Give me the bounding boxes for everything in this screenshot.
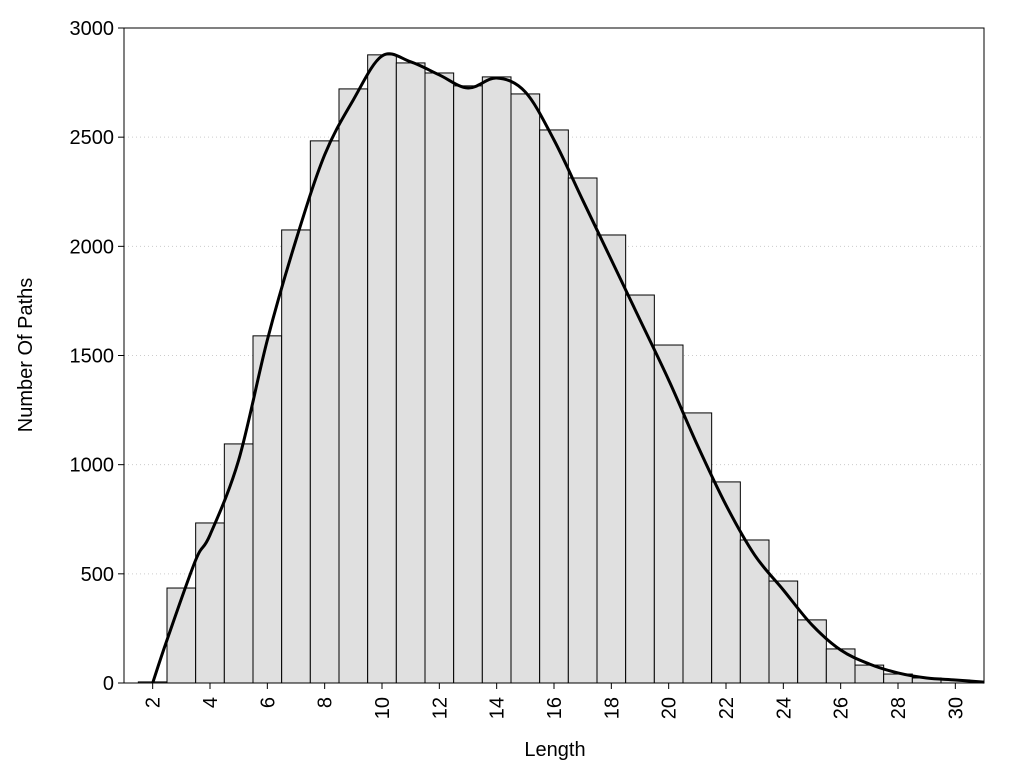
y-tick-label: 2000 — [70, 236, 115, 258]
y-tick-label: 3000 — [70, 18, 115, 40]
x-tick-label: 8 — [315, 697, 337, 708]
y-axis-label: Number Of Paths — [15, 278, 37, 433]
bar — [281, 229, 311, 684]
y-tick-label: 2500 — [70, 127, 115, 149]
bar — [567, 177, 598, 684]
bar — [195, 522, 225, 684]
x-tick-label: 28 — [888, 697, 910, 719]
bar — [625, 294, 655, 684]
x-tick-label: 22 — [716, 697, 738, 719]
x-tick-label: 4 — [200, 697, 222, 708]
bar — [367, 54, 397, 684]
bar — [768, 580, 799, 684]
x-tick-label: 30 — [945, 697, 967, 719]
bar — [825, 648, 856, 684]
x-tick-label: 20 — [659, 697, 681, 719]
x-tick-label: 2 — [143, 697, 165, 708]
bar — [309, 140, 340, 684]
bar — [797, 619, 827, 684]
x-tick-label: 26 — [831, 697, 853, 719]
bar — [739, 539, 770, 684]
bar — [682, 412, 713, 684]
y-tick-label: 0 — [103, 673, 114, 695]
y-tick-label: 1000 — [70, 455, 115, 477]
x-tick-label: 12 — [429, 697, 451, 719]
bar — [510, 93, 541, 684]
bar — [481, 76, 512, 684]
x-tick-label: 16 — [544, 697, 566, 719]
bar — [453, 85, 483, 684]
bar — [711, 481, 741, 684]
bar — [424, 72, 455, 684]
bar — [252, 335, 283, 684]
bar — [395, 62, 426, 684]
plot-frame — [123, 27, 985, 684]
bar — [653, 344, 684, 684]
x-tick-label: 24 — [773, 697, 795, 719]
bar — [596, 234, 627, 684]
x-tick-label: 10 — [372, 697, 394, 719]
x-axis-label: Length — [524, 739, 585, 761]
bar — [223, 443, 254, 684]
density-curve — [151, 52, 985, 684]
y-tick-label: 500 — [81, 564, 114, 586]
bar — [338, 88, 369, 684]
x-tick-label: 18 — [601, 697, 623, 719]
y-tick-label: 1500 — [70, 346, 115, 368]
x-tick-label: 6 — [257, 697, 279, 708]
x-tick-label: 14 — [487, 697, 509, 719]
bar — [539, 129, 569, 684]
